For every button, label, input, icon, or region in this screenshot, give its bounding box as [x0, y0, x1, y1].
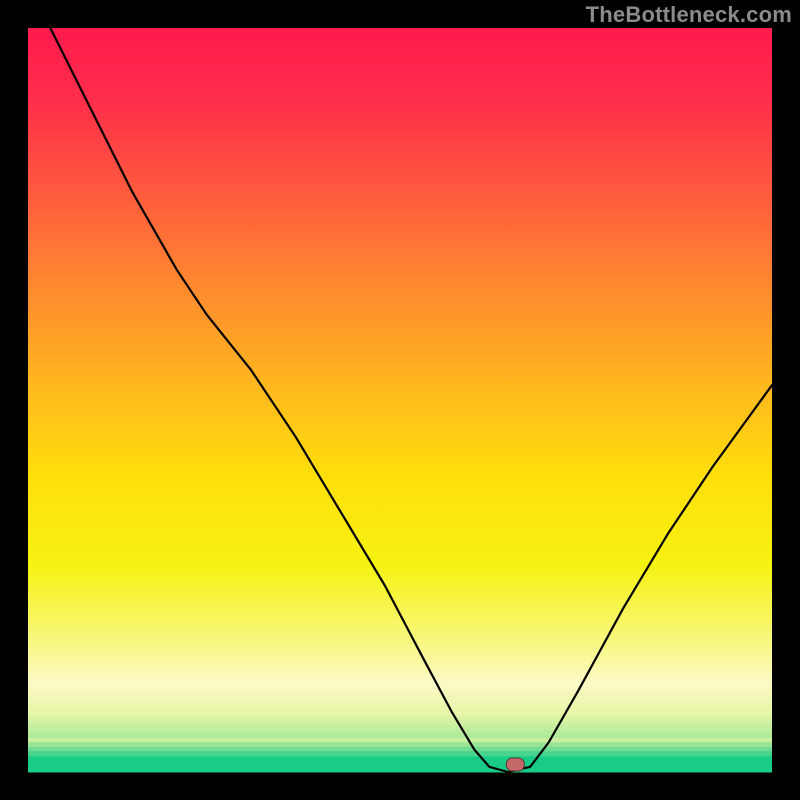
watermark-text: TheBottleneck.com — [586, 2, 792, 28]
bottom-stripe — [28, 742, 772, 747]
bottom-stripe — [28, 751, 772, 757]
chart-container: TheBottleneck.com — [0, 0, 800, 800]
bottom-stripe — [28, 756, 772, 772]
bottom-stripe — [28, 738, 772, 743]
plot-background — [28, 28, 772, 772]
bottom-stripe — [28, 747, 772, 752]
optimal-marker — [506, 758, 524, 771]
bottleneck-chart-svg — [0, 0, 800, 800]
